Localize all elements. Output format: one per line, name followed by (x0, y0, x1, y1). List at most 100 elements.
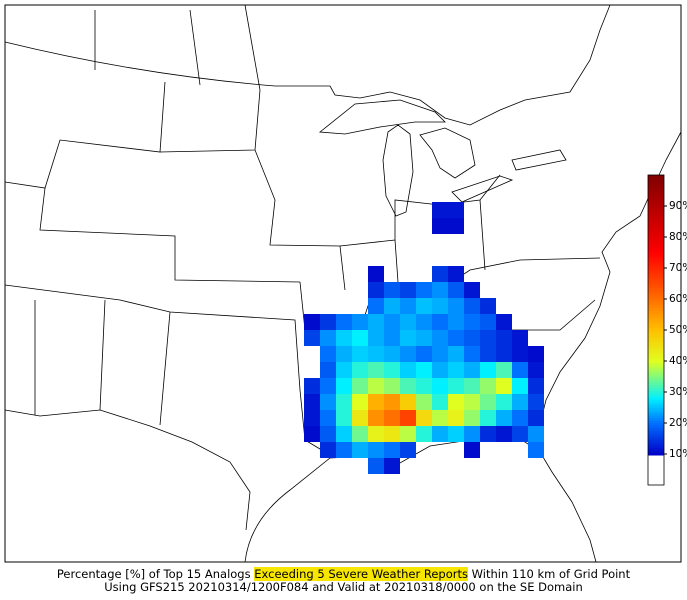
colorbar-segment (648, 270, 664, 273)
colorbar-segment (648, 457, 664, 461)
colorbar-segment (648, 435, 664, 438)
colorbar-segment (648, 447, 664, 451)
heat-cell (336, 314, 352, 330)
heat-cell (432, 314, 448, 330)
heat-cell (448, 314, 464, 330)
heat-cell (496, 394, 512, 410)
heat-cell (320, 362, 336, 378)
colorbar-segment (648, 402, 664, 406)
heat-cell (368, 378, 384, 394)
colorbar-segment (648, 427, 664, 431)
heat-cell (432, 410, 448, 426)
heat-cell (352, 330, 368, 346)
colorbar-segment (648, 215, 664, 218)
colorbar-segment (648, 362, 664, 366)
colorbar-segment (648, 450, 664, 453)
colorbar-segment (648, 382, 664, 386)
heat-cell (496, 330, 512, 346)
heat-cell (464, 346, 480, 362)
heat-cell (512, 378, 528, 394)
heat-cell (464, 282, 480, 298)
colorbar-segment (648, 330, 664, 333)
heat-cell (432, 298, 448, 314)
heat-cell (336, 394, 352, 410)
heat-cell (448, 266, 464, 282)
colorbar-segment (648, 192, 664, 196)
heat-cell (464, 330, 480, 346)
colorbar-segment (648, 370, 664, 373)
heat-cell (448, 394, 464, 410)
colorbar-tick-label: 30% (669, 386, 687, 398)
caption-part: Within 110 km of Grid Point (467, 567, 631, 581)
colorbar-segment (648, 357, 664, 361)
colorbar-segment (648, 262, 664, 266)
heat-cell (416, 282, 432, 298)
colorbar-segment (648, 227, 664, 231)
colorbar-segment (648, 232, 664, 236)
heat-cell (432, 378, 448, 394)
heat-cell (448, 282, 464, 298)
heat-cell (448, 426, 464, 442)
heat-cell (480, 330, 496, 346)
heat-cell (464, 394, 480, 410)
heat-cell (400, 330, 416, 346)
colorbar-tick-label: 50% (669, 324, 687, 336)
colorbar-segment (648, 477, 664, 481)
colorbar-segment (648, 182, 664, 186)
heat-cell (320, 378, 336, 394)
colorbar-segment (648, 475, 664, 478)
heat-cell (336, 442, 352, 458)
heat-cell (384, 378, 400, 394)
colorbar-segment (648, 315, 664, 318)
heat-cell (464, 410, 480, 426)
colorbar-segment (648, 407, 664, 411)
heat-cell (368, 298, 384, 314)
heat-cell (432, 266, 448, 282)
heat-cell (368, 282, 384, 298)
colorbar-segment (648, 392, 664, 396)
heat-cell (352, 410, 368, 426)
colorbar-segment (648, 375, 664, 378)
heat-cell (320, 442, 336, 458)
colorbar-segment (648, 190, 664, 193)
heat-cell (432, 202, 448, 218)
heat-cell (528, 378, 544, 394)
heat-cell (464, 442, 480, 458)
heat-cell (416, 362, 432, 378)
colorbar: 10% 20% 30% 40% 50% 60% 70% 80% 90% (647, 174, 687, 486)
heat-cell (448, 378, 464, 394)
colorbar-segment (648, 195, 664, 198)
heat-cell (384, 282, 400, 298)
heat-cell (416, 378, 432, 394)
heat-cell (368, 394, 384, 410)
colorbar-segment (648, 275, 664, 278)
heat-cell (528, 426, 544, 442)
heat-cell (496, 378, 512, 394)
heat-cell (528, 346, 544, 362)
heat-cell (528, 394, 544, 410)
heat-cell (512, 362, 528, 378)
heat-cell (368, 314, 384, 330)
colorbar-segment (648, 437, 664, 441)
heat-cell (368, 266, 384, 282)
heat-cell (480, 346, 496, 362)
heat-cell (416, 410, 432, 426)
colorbar-segment (648, 177, 664, 181)
heat-cell (368, 410, 384, 426)
heat-cell (480, 426, 496, 442)
colorbar-segment (648, 252, 664, 256)
heat-cell (304, 410, 320, 426)
heat-cell (432, 282, 448, 298)
colorbar-segment (648, 282, 664, 286)
colorbar-segment (648, 462, 664, 466)
colorbar-segment (648, 222, 664, 226)
colorbar-segment (648, 237, 664, 241)
colorbar-segment (648, 290, 664, 293)
colorbar-segment (648, 400, 664, 403)
colorbar-segment (648, 280, 664, 283)
colorbar-segment (648, 482, 664, 486)
colorbar-segment (648, 377, 664, 381)
colorbar-segment (648, 455, 664, 458)
heat-cell (496, 362, 512, 378)
heat-cell (480, 362, 496, 378)
